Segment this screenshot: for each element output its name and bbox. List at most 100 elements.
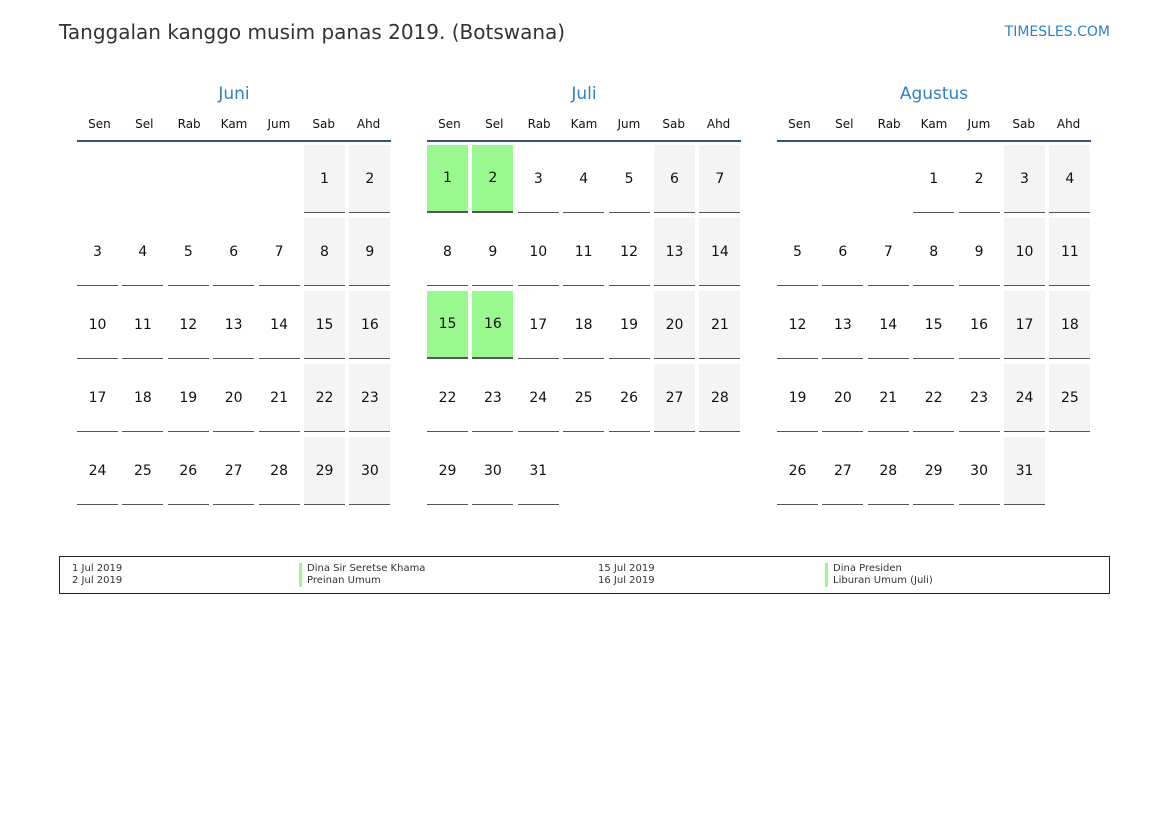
day-cell[interactable]: 1 [304, 145, 345, 213]
legend-holiday-names: Dina Sir Seretse Khama Preinan Umum [299, 563, 425, 587]
day-cell[interactable]: 5 [167, 218, 209, 286]
day-cell[interactable]: 4 [122, 218, 164, 286]
day-cell[interactable]: 6 [213, 218, 255, 286]
weekday-label: Ahd [356, 117, 381, 131]
day-cell[interactable]: 16 [349, 291, 391, 359]
holiday-day-cell[interactable]: 2 [472, 145, 514, 213]
day-cell[interactable]: 24 [517, 364, 559, 432]
weekday-label: Rab [877, 117, 901, 131]
day-cell[interactable]: 27 [213, 437, 255, 505]
day-cell[interactable]: 4 [1049, 145, 1091, 213]
day-cell[interactable]: 12 [608, 218, 650, 286]
weekday-label: Jum [967, 117, 991, 131]
day-cell[interactable]: 27 [822, 437, 864, 505]
day-cell[interactable]: 19 [608, 291, 650, 359]
day-cell[interactable]: 18 [563, 291, 605, 359]
day-cell[interactable]: 13 [213, 291, 255, 359]
day-cell[interactable]: 8 [427, 218, 468, 286]
day-grid: 1 2 3 4 5 6 7 8 9 10 11 12 13 14 15 16 17 18 19 20 21 22 23 24 2… [777, 145, 1091, 515]
day-cell[interactable]: 9 [472, 218, 514, 286]
day-cell[interactable]: 2 [349, 145, 391, 213]
day-cell[interactable]: 13 [822, 291, 864, 359]
day-cell[interactable]: 13 [654, 218, 695, 286]
day-cell[interactable]: 30 [472, 437, 514, 505]
day-cell[interactable]: 2 [958, 145, 1000, 213]
day-cell[interactable]: 4 [563, 145, 605, 213]
brand-link[interactable]: TIMESLES.COM [1004, 24, 1110, 40]
day-cell[interactable]: 31 [517, 437, 559, 505]
month-juni: Juni Sen Sel Rab Kam Jum Sab Ahd 1 2 3 4 5 6 7 8 9 10 11 12… [77, 84, 391, 515]
day-cell[interactable]: 20 [654, 291, 695, 359]
day-cell[interactable]: 9 [349, 218, 391, 286]
day-cell[interactable]: 22 [913, 364, 955, 432]
day-cell[interactable]: 12 [167, 291, 209, 359]
day-cell[interactable]: 22 [427, 364, 468, 432]
day-cell[interactable]: 10 [77, 291, 118, 359]
day-cell[interactable]: 9 [958, 218, 1000, 286]
day-cell[interactable]: 11 [122, 291, 164, 359]
day-cell[interactable]: 19 [777, 364, 818, 432]
day-cell[interactable]: 24 [1004, 364, 1045, 432]
day-cell[interactable]: 14 [258, 291, 300, 359]
day-cell[interactable]: 23 [349, 364, 391, 432]
day-cell[interactable]: 15 [913, 291, 955, 359]
day-cell[interactable]: 8 [304, 218, 345, 286]
day-cell[interactable]: 7 [867, 218, 909, 286]
day-cell[interactable]: 30 [349, 437, 391, 505]
day-cell[interactable]: 29 [304, 437, 345, 505]
day-cell[interactable]: 10 [517, 218, 559, 286]
day-cell[interactable]: 14 [699, 218, 741, 286]
day-cell[interactable]: 31 [1004, 437, 1045, 505]
day-cell[interactable]: 26 [608, 364, 650, 432]
weekday-label: Jum [617, 117, 641, 131]
holiday-day-cell[interactable]: 1 [427, 145, 468, 213]
day-cell[interactable]: 6 [822, 218, 864, 286]
day-cell[interactable]: 21 [258, 364, 300, 432]
day-cell[interactable]: 5 [608, 145, 650, 213]
day-cell[interactable]: 22 [304, 364, 345, 432]
day-cell[interactable]: 11 [563, 218, 605, 286]
day-cell[interactable]: 23 [958, 364, 1000, 432]
day-cell[interactable]: 20 [822, 364, 864, 432]
day-cell[interactable]: 18 [122, 364, 164, 432]
day-cell[interactable]: 30 [958, 437, 1000, 505]
day-cell[interactable]: 7 [699, 145, 741, 213]
day-cell[interactable]: 14 [867, 291, 909, 359]
day-cell[interactable]: 7 [258, 218, 300, 286]
day-cell[interactable]: 15 [304, 291, 345, 359]
day-cell[interactable]: 12 [777, 291, 818, 359]
day-cell[interactable]: 21 [699, 291, 741, 359]
day-cell[interactable]: 17 [77, 364, 118, 432]
day-cell[interactable]: 23 [472, 364, 514, 432]
day-cell[interactable]: 26 [167, 437, 209, 505]
holiday-day-cell[interactable]: 15 [427, 291, 468, 359]
day-cell[interactable]: 25 [1049, 364, 1091, 432]
day-cell[interactable]: 8 [913, 218, 955, 286]
day-cell[interactable]: 16 [958, 291, 1000, 359]
day-cell[interactable]: 10 [1004, 218, 1045, 286]
day-cell[interactable]: 20 [213, 364, 255, 432]
day-cell[interactable]: 24 [77, 437, 118, 505]
day-cell[interactable]: 5 [777, 218, 818, 286]
day-cell[interactable]: 29 [427, 437, 468, 505]
day-cell[interactable]: 18 [1049, 291, 1091, 359]
day-cell[interactable]: 1 [913, 145, 955, 213]
day-cell[interactable]: 19 [167, 364, 209, 432]
day-cell[interactable]: 26 [777, 437, 818, 505]
day-cell[interactable]: 17 [517, 291, 559, 359]
day-cell[interactable]: 3 [77, 218, 118, 286]
day-cell[interactable]: 28 [699, 364, 741, 432]
day-cell[interactable]: 29 [913, 437, 955, 505]
day-cell[interactable]: 6 [654, 145, 695, 213]
day-cell[interactable]: 27 [654, 364, 695, 432]
day-cell[interactable]: 3 [517, 145, 559, 213]
day-cell[interactable]: 21 [867, 364, 909, 432]
holiday-day-cell[interactable]: 16 [472, 291, 514, 359]
day-cell[interactable]: 17 [1004, 291, 1045, 359]
day-cell[interactable]: 28 [258, 437, 300, 505]
day-cell[interactable]: 28 [867, 437, 909, 505]
day-cell[interactable]: 11 [1049, 218, 1091, 286]
day-cell[interactable]: 25 [122, 437, 164, 505]
day-cell[interactable]: 25 [563, 364, 605, 432]
day-cell[interactable]: 3 [1004, 145, 1045, 213]
